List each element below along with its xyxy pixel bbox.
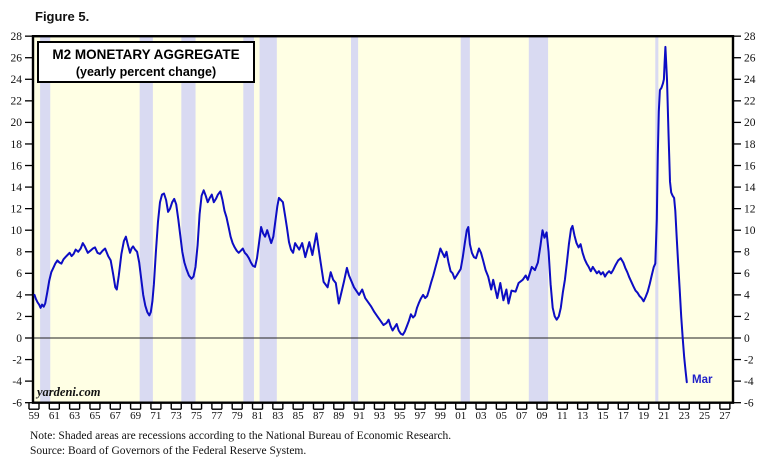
x-tick-label: 17	[618, 410, 630, 422]
x-tick-label: 03	[476, 410, 488, 422]
recession-band	[460, 36, 470, 403]
y-tick-label-left: 20	[11, 117, 23, 129]
x-tick-label: 93	[374, 410, 386, 422]
y-tick-label-left: 6	[16, 268, 22, 280]
y-tick-label-left: 8	[16, 247, 22, 259]
y-tick-label-right: 12	[744, 203, 756, 215]
note-source: Source: Board of Governors of the Federa…	[30, 444, 307, 457]
x-tick-label: 09	[537, 410, 549, 422]
y-tick-label-right: 2	[744, 311, 750, 323]
last-point-month-label: Mar	[692, 374, 713, 386]
x-tick-label: 95	[394, 410, 406, 422]
x-tick-label: 05	[496, 410, 508, 422]
recession-band	[243, 36, 254, 403]
x-tick-label: 89	[333, 410, 345, 422]
yardeni-watermark: yardeni.com	[37, 385, 101, 399]
x-tick-label: 75	[191, 410, 203, 422]
y-tick-label-left: 2	[16, 311, 22, 323]
x-tick-label: 01	[455, 410, 466, 422]
x-tick-label: 87	[313, 410, 325, 422]
y-tick-label-left: 4	[16, 290, 22, 302]
x-tick-label: 83	[272, 410, 284, 422]
x-tick-label: 13	[577, 410, 589, 422]
y-tick-label-left: 12	[11, 203, 23, 215]
y-tick-label-right: 28	[744, 31, 756, 43]
x-tick-label: 71	[150, 410, 161, 422]
y-tick-label-right: 16	[744, 160, 756, 172]
y-tick-label-right: -6	[744, 397, 754, 409]
y-tick-label-right: 26	[744, 53, 756, 65]
y-tick-label-right: -2	[744, 354, 754, 366]
recession-band	[350, 36, 359, 403]
x-tick-label: 11	[557, 410, 568, 422]
y-tick-label-left: 16	[11, 160, 23, 172]
y-tick-label-right: 20	[744, 117, 756, 129]
recession-band	[40, 36, 51, 403]
x-tick-label: 91	[354, 410, 365, 422]
figure-number-label: Figure 5.	[35, 9, 90, 24]
y-tick-label-right: 10	[744, 225, 756, 237]
x-tick-label: 15	[597, 410, 609, 422]
plot-background	[33, 36, 733, 403]
y-tick-label-left: -6	[12, 397, 22, 409]
y-tick-label-left: 10	[11, 225, 23, 237]
x-tick-label: 25	[699, 410, 711, 422]
y-tick-label-right: 0	[744, 333, 750, 345]
y-tick-label-left: 24	[11, 74, 23, 86]
note-recessions: Note: Shaded areas are recessions accord…	[30, 430, 452, 442]
x-tick-label: 79	[232, 410, 244, 422]
x-tick-label: 07	[516, 410, 528, 422]
y-tick-label-left: 28	[11, 31, 23, 43]
x-tick-label: 73	[171, 410, 183, 422]
x-tick-label: 59	[29, 410, 41, 422]
y-tick-label-left: 0	[16, 333, 22, 345]
x-tick-label: 77	[211, 410, 223, 422]
plot-border	[31, 35, 735, 404]
x-tick-label: 67	[110, 410, 122, 422]
chart-subtitle: (yearly percent change)	[75, 65, 217, 79]
x-tick-label: 61	[49, 410, 60, 422]
x-tick-label: 81	[252, 410, 263, 422]
x-tick-label: 23	[679, 410, 691, 422]
x-tick-label: 65	[89, 410, 101, 422]
x-tick-label: 21	[658, 410, 669, 422]
y-tick-label-right: 18	[744, 139, 756, 151]
chart-title: M2 MONETARY AGGREGATE	[52, 47, 240, 62]
y-tick-label-left: -4	[12, 376, 22, 388]
recession-band	[528, 36, 549, 403]
y-tick-label-right: 24	[744, 74, 756, 86]
y-tick-label-right: -4	[744, 376, 754, 388]
x-tick-label: 69	[130, 410, 142, 422]
chart-title-box: M2 MONETARY AGGREGATE (yearly percent ch…	[37, 41, 255, 83]
recession-band	[259, 36, 277, 403]
footnotes: Note: Shaded areas are recessions accord…	[30, 429, 451, 458]
x-tick-label: 27	[719, 410, 731, 422]
x-tick-label: 97	[415, 410, 427, 422]
x-tick-label: 63	[69, 410, 81, 422]
y-tick-label-right: 8	[744, 247, 750, 259]
x-tick-label: 99	[435, 410, 447, 422]
y-tick-label-right: 6	[744, 268, 750, 280]
y-tick-label-right: 14	[744, 182, 756, 194]
y-tick-label-left: 14	[11, 182, 23, 194]
y-tick-label-right: 4	[744, 290, 750, 302]
x-tick-label: 19	[638, 410, 650, 422]
y-tick-label-left: 18	[11, 139, 23, 151]
y-tick-label-left: 26	[11, 53, 23, 65]
m2-line	[33, 45, 688, 384]
y-tick-label-left: 22	[11, 96, 23, 108]
recession-band	[139, 36, 153, 403]
y-tick-label-right: 22	[744, 96, 756, 108]
y-tick-label-left: -2	[12, 354, 22, 366]
x-tick-label: 85	[293, 410, 305, 422]
recession-band	[181, 36, 196, 403]
